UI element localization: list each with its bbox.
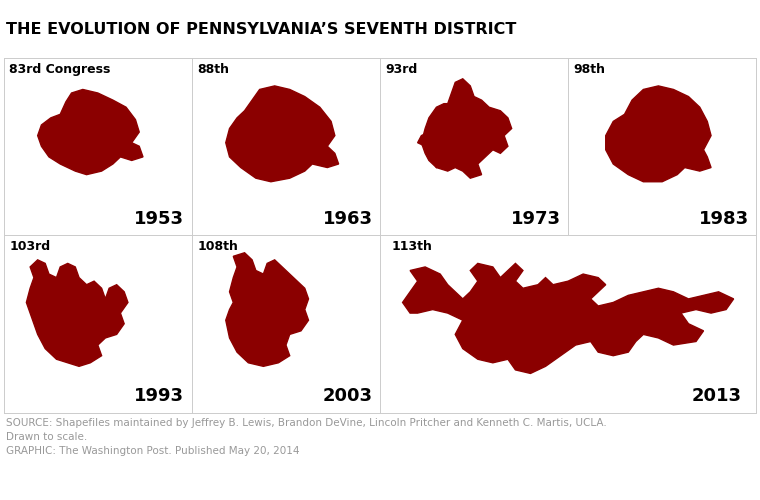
- Text: 1993: 1993: [135, 388, 185, 406]
- Polygon shape: [418, 132, 432, 146]
- Text: 1953: 1953: [135, 210, 185, 228]
- Text: THE EVOLUTION OF PENNSYLVANIA’S SEVENTH DISTRICT: THE EVOLUTION OF PENNSYLVANIA’S SEVENTH …: [6, 22, 517, 38]
- Polygon shape: [403, 264, 733, 374]
- Polygon shape: [27, 260, 128, 366]
- Polygon shape: [38, 90, 143, 174]
- Polygon shape: [226, 253, 309, 366]
- Text: 1983: 1983: [698, 210, 749, 228]
- Text: 113th: 113th: [391, 240, 432, 254]
- Text: 83rd Congress: 83rd Congress: [9, 63, 111, 76]
- Polygon shape: [421, 79, 511, 178]
- Text: 108th: 108th: [198, 240, 239, 254]
- Polygon shape: [226, 86, 339, 182]
- Text: 88th: 88th: [198, 63, 230, 76]
- Polygon shape: [606, 86, 711, 182]
- Text: 93rd: 93rd: [385, 63, 418, 76]
- Text: 2003: 2003: [322, 388, 372, 406]
- Text: 2013: 2013: [691, 388, 741, 406]
- Text: 98th: 98th: [574, 63, 606, 76]
- Text: 1963: 1963: [322, 210, 372, 228]
- Polygon shape: [432, 157, 444, 168]
- Text: 1973: 1973: [511, 210, 561, 228]
- Text: 103rd: 103rd: [9, 240, 51, 254]
- Text: SOURCE: Shapefiles maintained by Jeffrey B. Lewis, Brandon DeVine, Lincoln Pritc: SOURCE: Shapefiles maintained by Jeffrey…: [6, 418, 606, 456]
